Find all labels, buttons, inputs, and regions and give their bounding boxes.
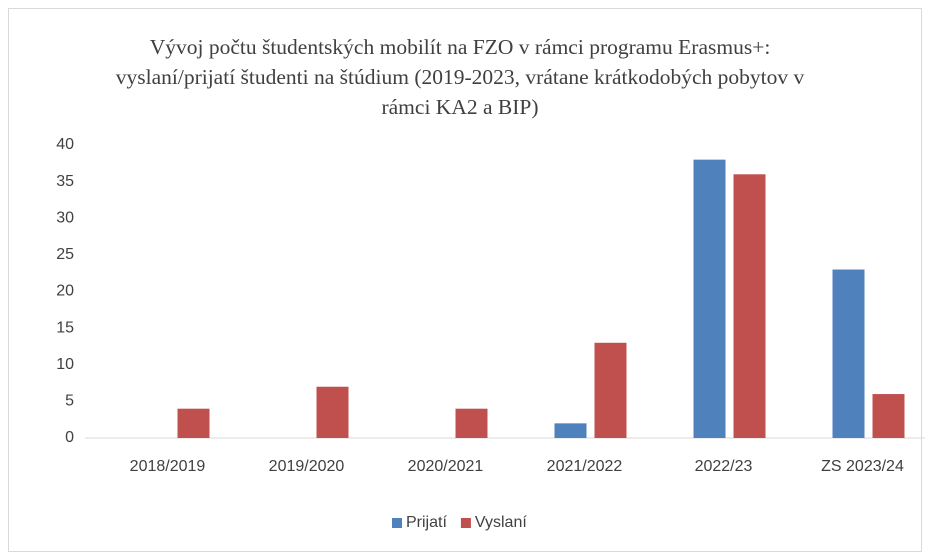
x-tick-label: 2020/2021 <box>408 458 484 475</box>
legend-swatch <box>460 518 471 528</box>
bar <box>693 159 726 438</box>
bar <box>554 423 587 438</box>
bar <box>316 386 349 438</box>
x-tick-label: 2018/2019 <box>130 458 206 475</box>
legend-label: Vyslaní <box>475 514 527 531</box>
y-tick-label: 20 <box>56 283 74 300</box>
bar <box>872 394 905 438</box>
bar <box>455 408 488 438</box>
bar <box>733 174 766 439</box>
x-tick-label: ZS 2023/24 <box>821 458 904 475</box>
y-tick-label: 30 <box>56 209 74 226</box>
y-tick-label: 0 <box>65 429 74 446</box>
x-tick-label: 2021/2022 <box>547 458 623 475</box>
y-tick-label: 15 <box>56 319 74 336</box>
x-tick-label: 2022/23 <box>695 458 753 475</box>
y-tick-label: 25 <box>56 246 74 263</box>
chart-border <box>8 8 922 552</box>
legend-label: Prijatí <box>406 514 447 531</box>
x-tick-label: 2019/2020 <box>269 458 345 475</box>
chart-title: Vývoj počtu študentských mobilít na FZO … <box>115 35 805 119</box>
y-tick-label: 10 <box>56 356 74 373</box>
y-tick-label: 40 <box>56 136 74 153</box>
bar <box>594 342 627 438</box>
bar <box>832 269 865 438</box>
bar <box>177 408 210 438</box>
y-tick-label: 5 <box>65 393 74 410</box>
y-tick-label: 35 <box>56 173 74 190</box>
legend-swatch <box>392 518 402 528</box>
